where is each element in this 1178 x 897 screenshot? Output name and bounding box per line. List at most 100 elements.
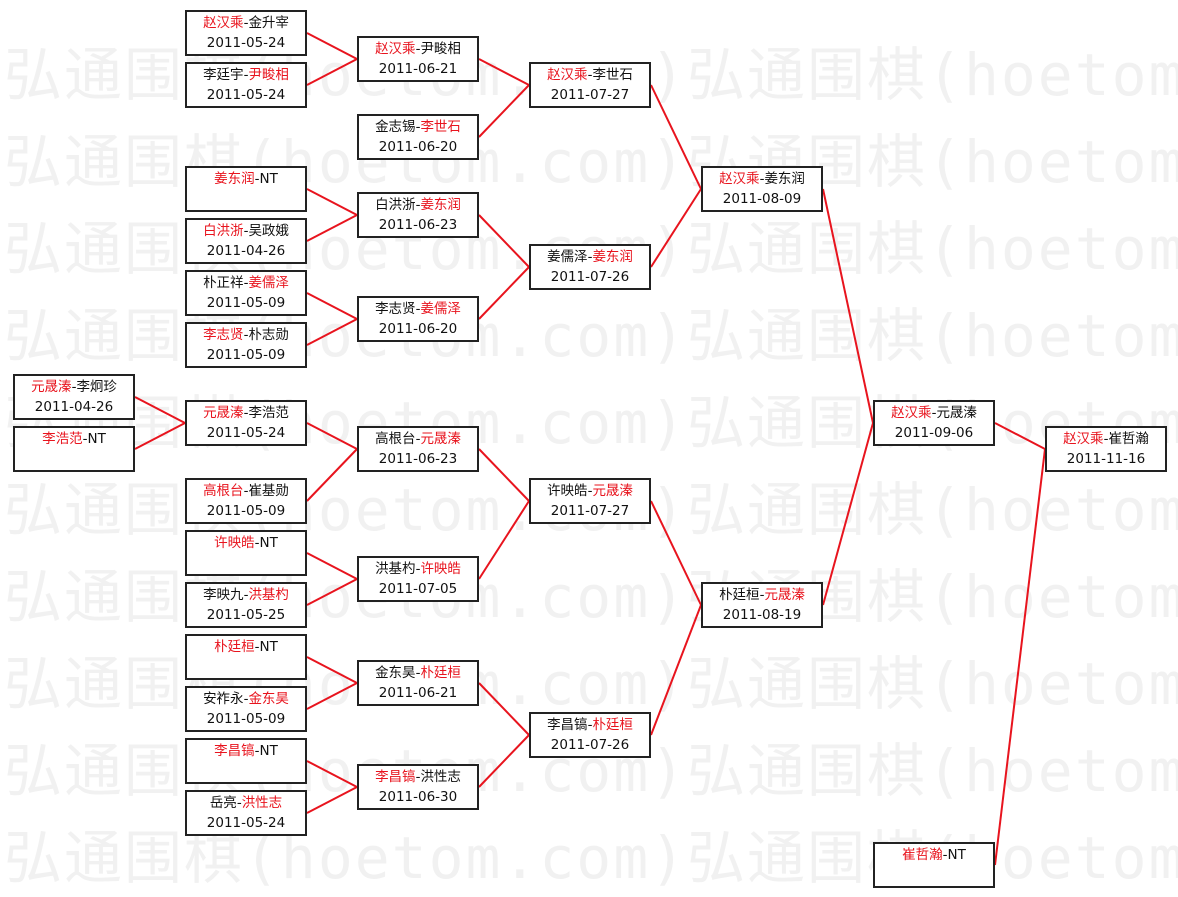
bracket-line	[306, 760, 358, 788]
player-name: 李廷宇	[203, 67, 244, 83]
player-name: 姜儒泽	[547, 249, 588, 265]
match-box: 李廷宇-尹畯相 2011-05-24	[185, 62, 307, 108]
bracket-line	[994, 448, 1046, 866]
separator: -	[243, 483, 249, 499]
separator: -	[82, 431, 88, 447]
winner-name: 姜东润	[420, 197, 461, 213]
player-name: 姜东润	[764, 171, 805, 187]
match-date: 2011-06-23	[378, 217, 458, 233]
match-date: 2011-07-27	[550, 503, 630, 519]
match-players: 元晟溱-李炯珍	[15, 377, 133, 397]
match-players: 李映九-洪基杓	[187, 585, 305, 605]
match-box: 金志锡-李世石 2011-06-20	[357, 114, 479, 160]
match-players: 赵汉乘-元晟溱	[875, 403, 993, 423]
player-name: 金东昊	[375, 665, 416, 681]
bracket-line	[650, 604, 702, 736]
winner-name: 李昌镐	[214, 743, 255, 759]
match-players: 姜儒泽-姜东润	[531, 247, 649, 267]
player-name: 朴志勋	[248, 327, 289, 343]
player-name: 洪性志	[420, 769, 461, 785]
match-date: 2011-07-26	[550, 269, 630, 285]
winner-name: 高根台	[203, 483, 244, 499]
match-players: 高根台-元晟溱	[359, 429, 477, 449]
bracket-line	[134, 396, 186, 424]
bracket-line	[306, 578, 358, 606]
player-name: NT	[259, 535, 278, 551]
match-date: 2011-07-26	[550, 737, 630, 753]
match-players: 崔哲瀚-NT	[875, 845, 993, 865]
match-date: 2011-05-24	[206, 425, 286, 441]
match-box: 白洪浙-吴政娥 2011-04-26	[185, 218, 307, 264]
match-players: 李廷宇-尹畯相	[187, 65, 305, 85]
match-date: 2011-08-19	[722, 607, 802, 623]
match-date: 2011-05-09	[206, 347, 286, 363]
separator: -	[243, 405, 249, 421]
separator: -	[236, 795, 242, 811]
bracket-line	[478, 500, 530, 580]
separator: -	[759, 587, 765, 603]
player-name: 安祚永	[203, 691, 244, 707]
player-name: 元晟溱	[936, 405, 977, 421]
winner-name: 崔哲瀚	[902, 847, 943, 863]
match-date: 2011-06-21	[378, 685, 458, 701]
match-players: 金志锡-李世石	[359, 117, 477, 137]
match-date: 2011-05-09	[206, 711, 286, 727]
separator: -	[942, 847, 948, 863]
bracket-line	[306, 682, 358, 710]
separator: -	[243, 15, 249, 31]
separator: -	[415, 561, 421, 577]
winner-name: 白洪浙	[203, 223, 244, 239]
match-players: 许映皓-元晟溱	[531, 481, 649, 501]
bracket-line	[994, 422, 1046, 450]
bracket-line	[306, 214, 358, 242]
match-box: 岳亮-洪性志 2011-05-24	[185, 790, 307, 836]
winner-name: 赵汉乘	[1063, 431, 1104, 447]
match-players: 赵汉乘-姜东润	[703, 169, 821, 189]
match-players: 姜东润-NT	[187, 169, 305, 189]
winner-name: 赵汉乘	[891, 405, 932, 421]
bracket-line	[650, 188, 702, 268]
match-box: 赵汉乘-金升宰 2011-05-24	[185, 10, 307, 56]
match-box: 赵汉乘-元晟溱 2011-09-06	[873, 400, 995, 446]
match-box: 高根台-元晟溱 2011-06-23	[357, 426, 479, 472]
winner-name: 元晟溱	[592, 483, 633, 499]
player-name: 金升宰	[248, 15, 289, 31]
match-box: 李昌镐-朴廷桓 2011-07-26	[529, 712, 651, 758]
bracket-line	[822, 188, 874, 424]
player-name: 李世石	[592, 67, 633, 83]
match-date: 2011-05-24	[206, 87, 286, 103]
player-name: 李炯珍	[76, 379, 117, 395]
player-name: NT	[947, 847, 966, 863]
winner-name: 姜儒泽	[420, 301, 461, 317]
match-box: 赵汉乘-崔哲瀚 2011-11-16	[1045, 426, 1167, 472]
match-players: 赵汉乘-李世石	[531, 65, 649, 85]
bracket-line	[306, 448, 358, 502]
match-players: 许映皓-NT	[187, 533, 305, 553]
match-date: 2011-06-21	[378, 61, 458, 77]
winner-name: 许映皓	[214, 535, 255, 551]
winner-name: 李世石	[420, 119, 461, 135]
bracket-line	[306, 292, 358, 320]
match-date: 2011-11-16	[1066, 451, 1146, 467]
winner-name: 洪性志	[241, 795, 283, 811]
bracket-line	[650, 500, 702, 606]
winner-name: 许映皓	[420, 561, 461, 577]
player-name: 高根台	[375, 431, 416, 447]
winner-name: 姜东润	[214, 171, 255, 187]
match-date: 2011-04-26	[206, 243, 286, 259]
player-name: 朴正祥	[203, 275, 244, 291]
separator: -	[71, 379, 77, 395]
match-box: 李昌镐-洪性志 2011-06-30	[357, 764, 479, 810]
bracket-line	[306, 786, 358, 814]
winner-name: 尹畯相	[248, 67, 289, 83]
match-box: 朴廷桓-NT	[185, 634, 307, 680]
player-name: 吴政娥	[248, 223, 289, 239]
separator: -	[254, 535, 260, 551]
player-name: NT	[259, 639, 278, 655]
match-date: 2011-06-30	[378, 789, 458, 805]
match-box: 白洪浙-姜东润 2011-06-23	[357, 192, 479, 238]
match-players: 李昌镐-朴廷桓	[531, 715, 649, 735]
player-name: 李志贤	[375, 301, 416, 317]
match-players: 李志贤-朴志勋	[187, 325, 305, 345]
